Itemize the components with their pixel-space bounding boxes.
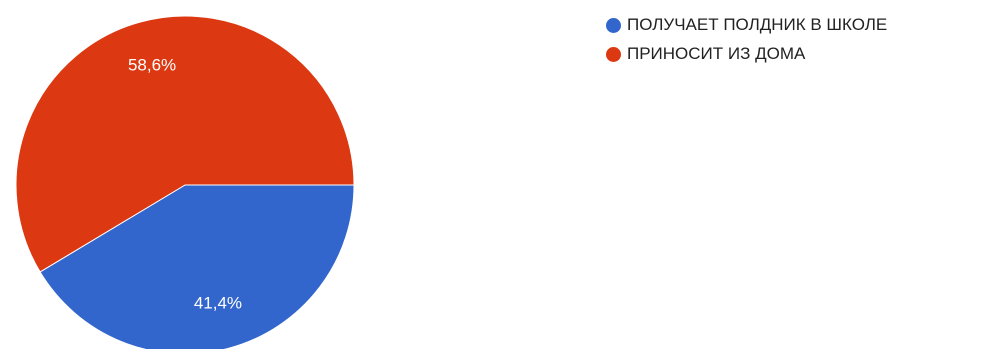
- slice-label-home: 58,6%: [128, 56, 176, 75]
- legend-item-school[interactable]: ПОЛУЧАЕТ ПОЛДНИК В ШКОЛЕ: [606, 14, 887, 36]
- pie-slice-school[interactable]: [39, 184, 355, 349]
- legend-item-home[interactable]: ПРИНОСИТ ИЗ ДОМА: [606, 43, 887, 65]
- chart-legend: ПОЛУЧАЕТ ПОЛДНИК В ШКОЛЕ ПРИНОСИТ ИЗ ДОМ…: [606, 14, 887, 72]
- legend-swatch-home: [606, 46, 621, 62]
- legend-label-home: ПРИНОСИТ ИЗ ДОМА: [627, 44, 806, 63]
- legend-swatch-school: [606, 17, 621, 33]
- slice-label-school: 41,4%: [194, 293, 242, 312]
- pie-labels: 41,4% 58,6%: [128, 56, 242, 313]
- pie-slice-home[interactable]: [15, 15, 355, 273]
- legend-label-school: ПОЛУЧАЕТ ПОЛДНИК В ШКОЛЕ: [627, 15, 888, 34]
- pie-slices: [15, 15, 355, 349]
